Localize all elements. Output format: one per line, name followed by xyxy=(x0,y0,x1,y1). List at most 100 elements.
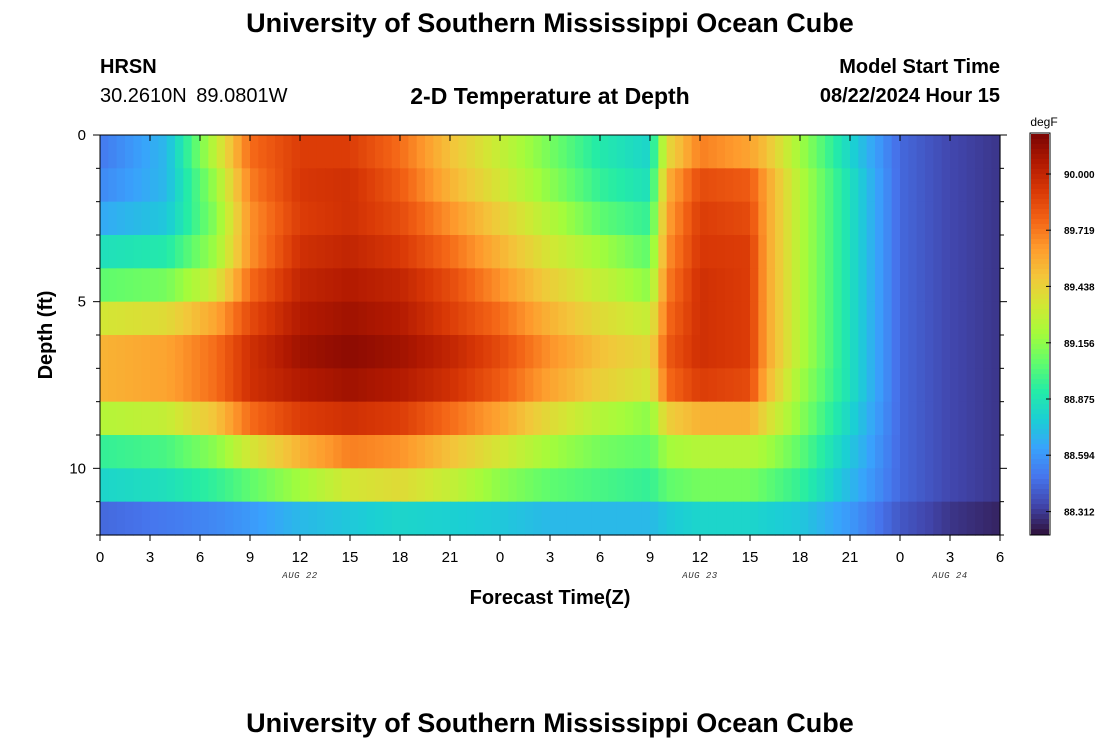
heatmap-cell xyxy=(650,401,659,436)
heatmap-cell xyxy=(625,501,634,536)
heatmap-cell xyxy=(758,368,768,403)
heatmap-cell xyxy=(391,135,401,169)
heatmap-cell xyxy=(616,501,626,536)
heatmap-cell xyxy=(933,301,943,336)
heatmap-cell xyxy=(883,368,893,403)
heatmap-cell xyxy=(683,468,693,503)
heatmap-cell xyxy=(491,201,501,236)
heatmap-cell xyxy=(766,501,776,536)
heatmap-cell xyxy=(458,301,468,336)
heatmap-cell xyxy=(475,435,484,469)
heatmap-cell xyxy=(383,201,393,236)
heatmap-cell xyxy=(791,168,801,203)
heatmap-cell xyxy=(583,268,593,303)
heatmap-cell xyxy=(233,268,243,303)
heatmap-cell xyxy=(725,135,734,169)
heatmap-cell xyxy=(333,401,343,436)
heatmap-cell xyxy=(283,368,293,403)
heatmap-cell xyxy=(358,435,368,469)
heatmap-cell xyxy=(666,301,676,336)
heatmap-cell xyxy=(233,435,243,469)
heatmap-cell xyxy=(925,335,934,369)
heatmap-cell xyxy=(308,401,318,436)
heatmap-cell xyxy=(941,501,951,536)
heatmap-cell xyxy=(408,335,418,369)
heatmap-cell xyxy=(433,501,443,536)
heatmap-cell xyxy=(900,301,909,336)
heatmap-cell xyxy=(858,335,868,369)
heatmap-cell xyxy=(166,435,176,469)
heatmap-cell xyxy=(700,501,709,536)
heatmap-cell xyxy=(500,235,509,269)
heatmap-cell xyxy=(666,268,676,303)
station-coordinates: 30.2610N 89.0801W xyxy=(100,85,288,107)
heatmap-cell xyxy=(825,435,834,469)
heatmap-cell xyxy=(891,401,901,436)
heatmap-cell xyxy=(883,268,893,303)
heatmap-cell xyxy=(808,368,818,403)
heatmap-cell xyxy=(458,135,468,169)
heatmap-cell xyxy=(333,135,343,169)
heatmap-cell xyxy=(558,501,568,536)
heatmap-cell xyxy=(533,435,543,469)
heatmap-cell xyxy=(550,268,559,303)
heatmap-cell xyxy=(408,501,418,536)
heatmap-cell xyxy=(241,201,251,236)
colorbar-cell xyxy=(1031,349,1049,355)
heatmap-cell xyxy=(416,201,426,236)
heatmap-cell xyxy=(633,201,643,236)
heatmap-cell xyxy=(650,268,659,303)
colorbar-cell xyxy=(1031,169,1049,175)
heatmap-cell xyxy=(283,235,293,269)
heatmap-cell xyxy=(583,335,593,369)
heatmap-cell xyxy=(908,435,918,469)
heatmap-cell xyxy=(716,401,726,436)
heatmap-cell xyxy=(400,335,409,369)
heatmap-cell xyxy=(616,235,626,269)
heatmap-cell xyxy=(450,201,459,236)
heatmap-cell xyxy=(291,335,301,369)
heatmap-cell xyxy=(808,501,818,536)
heatmap-cell xyxy=(216,201,226,236)
heatmap-cell xyxy=(725,435,734,469)
heatmap-cell xyxy=(341,301,351,336)
heatmap-cell xyxy=(491,135,501,169)
heatmap-cell xyxy=(758,501,768,536)
heatmap-cell xyxy=(341,501,351,536)
heatmap-cell xyxy=(691,235,701,269)
heatmap-cell xyxy=(516,468,526,503)
colorbar-cell xyxy=(1031,489,1049,495)
heatmap-cell xyxy=(991,201,1001,236)
heatmap-cell xyxy=(941,335,951,369)
heatmap-cell xyxy=(933,435,943,469)
heatmap-cell xyxy=(133,268,143,303)
heatmap-cell xyxy=(325,135,334,169)
heatmap-cell xyxy=(450,301,459,336)
heatmap-cell xyxy=(283,468,293,503)
heatmap-cell xyxy=(825,201,834,236)
heatmap-cell xyxy=(108,268,118,303)
heatmap-cell xyxy=(608,168,618,203)
heatmap-cell xyxy=(425,268,434,303)
x-axis: 0 3 6 9 12 15 18 21 0 3 6 9 12 15 18 21 0 3 6 AUG 22 AUG 23 A… xyxy=(96,135,1004,581)
heatmap-cell xyxy=(791,335,801,369)
heatmap-cell xyxy=(991,401,1001,436)
heatmap-cell xyxy=(650,201,659,236)
heatmap-cell xyxy=(266,235,276,269)
colorbar-cell xyxy=(1031,224,1049,230)
heatmap-cell xyxy=(925,268,934,303)
heatmap-cell xyxy=(416,135,426,169)
heatmap-cell xyxy=(641,201,651,236)
heatmap-cell xyxy=(616,335,626,369)
heatmap-cell xyxy=(283,335,293,369)
heatmap-cell xyxy=(441,368,451,403)
heatmap-cell xyxy=(458,435,468,469)
heatmap-cell xyxy=(733,235,743,269)
chart-title: University of Southern Mississippi Ocean… xyxy=(246,8,854,38)
heatmap-cell xyxy=(341,201,351,236)
heatmap-cell xyxy=(625,335,634,369)
heatmap-cell xyxy=(750,501,759,536)
heatmap-cell xyxy=(650,335,659,369)
heatmap-cell xyxy=(491,368,501,403)
heatmap-cell xyxy=(583,135,593,169)
